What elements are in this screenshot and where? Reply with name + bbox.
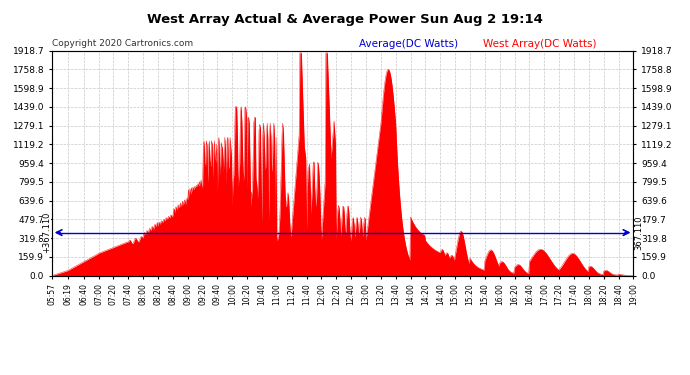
- Text: Average(DC Watts): Average(DC Watts): [359, 39, 458, 50]
- Text: +367.110: +367.110: [42, 212, 51, 253]
- Text: 367.110: 367.110: [634, 215, 643, 250]
- Text: West Array(DC Watts): West Array(DC Watts): [483, 39, 596, 50]
- Text: Copyright 2020 Cartronics.com: Copyright 2020 Cartronics.com: [52, 39, 193, 48]
- Text: West Array Actual & Average Power Sun Aug 2 19:14: West Array Actual & Average Power Sun Au…: [147, 13, 543, 26]
